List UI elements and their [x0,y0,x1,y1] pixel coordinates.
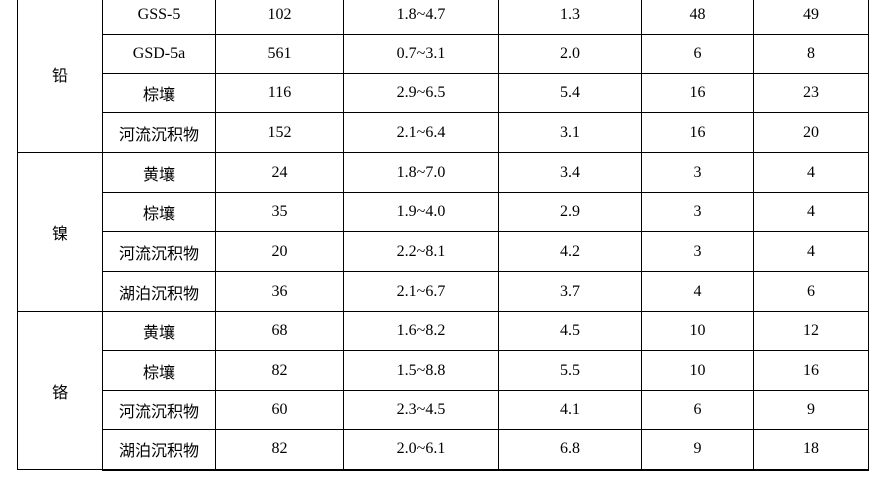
value-cell: 68 [215,311,344,351]
value-cell: 24 [215,152,344,193]
table-row: 棕壤 82 1.5~8.8 5.5 10 16 [18,350,869,391]
value-cell: 16 [753,350,869,391]
value-cell: 0.7~3.1 [343,34,499,74]
value-cell: 23 [753,73,869,113]
value-cell: 16 [641,73,754,113]
value-cell: 5.5 [498,350,642,391]
element-cell: 镍 [17,152,103,312]
sample-cell: 湖泊沉积物 [102,429,216,471]
value-cell: 116 [215,73,344,113]
sample-cell: 河流沉积物 [102,112,216,153]
sample-cell: 棕壤 [102,192,216,232]
value-cell: 6.8 [498,429,642,471]
value-cell: 18 [753,429,869,471]
table-row: 棕壤 35 1.9~4.0 2.9 3 4 [18,192,869,232]
value-cell: 49 [753,0,869,35]
value-cell: 4 [753,192,869,232]
value-cell: 1.8~4.7 [343,0,499,35]
value-cell: 20 [753,112,869,153]
value-cell: 36 [215,271,344,312]
value-cell: 2.0 [498,34,642,74]
value-cell: 3 [641,231,754,272]
value-cell: 82 [215,429,344,471]
sample-cell: 棕壤 [102,350,216,391]
value-cell: 6 [641,390,754,430]
value-cell: 35 [215,192,344,232]
value-cell: 4 [641,271,754,312]
value-cell: 4.2 [498,231,642,272]
element-cell: 铅 [17,0,103,153]
value-cell: 10 [641,350,754,391]
sample-cell: 黄壤 [102,311,216,351]
value-cell: 48 [641,0,754,35]
value-cell: 561 [215,34,344,74]
sample-cell: 河流沉积物 [102,231,216,272]
sample-cell: GSS-5 [102,0,216,35]
table-row: 湖泊沉积物 36 2.1~6.7 3.7 4 6 [18,271,869,312]
measurement-table: 铅 GSS-5 102 1.8~4.7 1.3 48 49 GSD-5a 561… [17,0,869,471]
value-cell: 9 [641,429,754,471]
value-cell: 82 [215,350,344,391]
value-cell: 4.1 [498,390,642,430]
value-cell: 102 [215,0,344,35]
value-cell: 16 [641,112,754,153]
value-cell: 2.9~6.5 [343,73,499,113]
value-cell: 1.6~8.2 [343,311,499,351]
value-cell: 152 [215,112,344,153]
value-cell: 8 [753,34,869,74]
value-cell: 2.0~6.1 [343,429,499,471]
value-cell: 5.4 [498,73,642,113]
table-row: 湖泊沉积物 82 2.0~6.1 6.8 9 18 [18,429,869,471]
table-row: 河流沉积物 152 2.1~6.4 3.1 16 20 [18,112,869,153]
table-row: 棕壤 116 2.9~6.5 5.4 16 23 [18,73,869,113]
sample-cell: 棕壤 [102,73,216,113]
value-cell: 4 [753,231,869,272]
value-cell: 1.9~4.0 [343,192,499,232]
value-cell: 1.5~8.8 [343,350,499,391]
sample-cell: 河流沉积物 [102,390,216,430]
value-cell: 12 [753,311,869,351]
value-cell: 4.5 [498,311,642,351]
value-cell: 20 [215,231,344,272]
value-cell: 2.9 [498,192,642,232]
value-cell: 1.3 [498,0,642,35]
value-cell: 6 [753,271,869,312]
sample-cell: GSD-5a [102,34,216,74]
value-cell: 3.4 [498,152,642,193]
value-cell: 3.7 [498,271,642,312]
value-cell: 1.8~7.0 [343,152,499,193]
value-cell: 4 [753,152,869,193]
value-cell: 9 [753,390,869,430]
value-cell: 10 [641,311,754,351]
value-cell: 60 [215,390,344,430]
value-cell: 3 [641,152,754,193]
value-cell: 6 [641,34,754,74]
table-row: 铬 黄壤 68 1.6~8.2 4.5 10 12 [17,311,869,470]
table-row: 镍 黄壤 24 1.8~7.0 3.4 3 4 [17,152,869,312]
value-cell: 2.1~6.7 [343,271,499,312]
element-cell: 铬 [17,311,103,470]
table-row: GSD-5a 561 0.7~3.1 2.0 6 8 [18,34,869,74]
sample-cell: 黄壤 [102,152,216,193]
table-row: 河流沉积物 60 2.3~4.5 4.1 6 9 [18,390,869,430]
value-cell: 2.2~8.1 [343,231,499,272]
value-cell: 2.3~4.5 [343,390,499,430]
value-cell: 2.1~6.4 [343,112,499,153]
value-cell: 3 [641,192,754,232]
sample-cell: 湖泊沉积物 [102,271,216,312]
table-row: 铅 GSS-5 102 1.8~4.7 1.3 48 49 [17,0,869,153]
table-row: 河流沉积物 20 2.2~8.1 4.2 3 4 [18,231,869,272]
value-cell: 3.1 [498,112,642,153]
